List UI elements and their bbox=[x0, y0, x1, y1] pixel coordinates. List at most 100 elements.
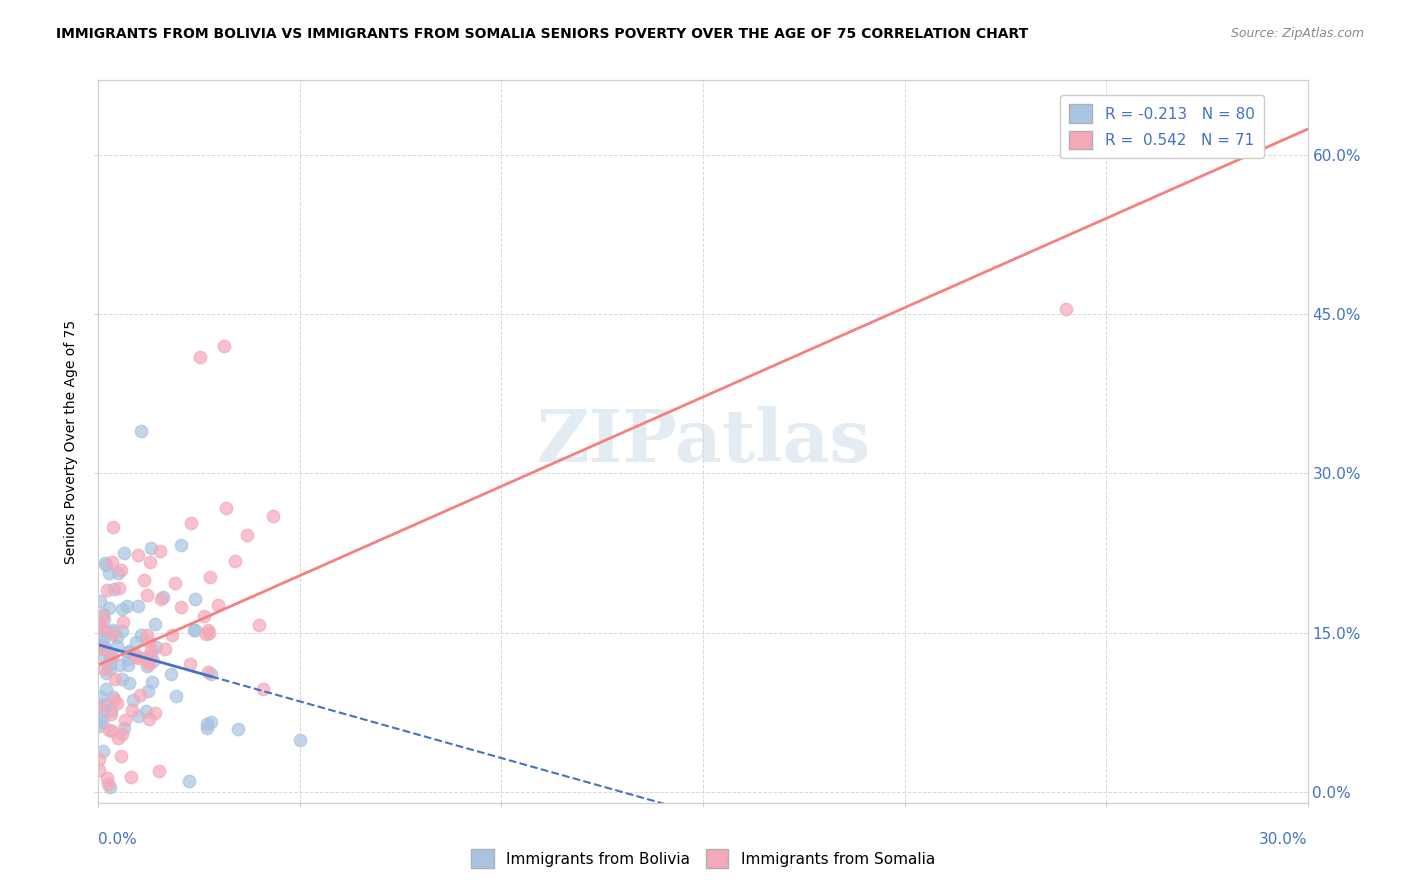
Point bbox=[138, 635, 160, 649]
Point bbox=[200, 667, 222, 681]
Point bbox=[89, 698, 111, 713]
Text: Source: ZipAtlas.com: Source: ZipAtlas.com bbox=[1230, 27, 1364, 40]
Point bbox=[91, 744, 114, 758]
Point bbox=[100, 704, 122, 718]
Point bbox=[120, 770, 142, 784]
Point bbox=[129, 628, 152, 642]
Point bbox=[143, 616, 166, 631]
Point bbox=[110, 749, 132, 764]
Point bbox=[169, 538, 191, 552]
Point bbox=[262, 509, 284, 524]
Text: IMMIGRANTS FROM BOLIVIA VS IMMIGRANTS FROM SOMALIA SENIORS POVERTY OVER THE AGE : IMMIGRANTS FROM BOLIVIA VS IMMIGRANTS FR… bbox=[56, 27, 1029, 41]
Point bbox=[97, 600, 120, 615]
Point bbox=[160, 666, 183, 681]
Point bbox=[90, 690, 112, 704]
Point bbox=[118, 643, 141, 657]
Legend: Immigrants from Bolivia, Immigrants from Somalia: Immigrants from Bolivia, Immigrants from… bbox=[464, 841, 942, 875]
Point bbox=[94, 682, 117, 697]
Point bbox=[145, 640, 167, 654]
Point bbox=[96, 583, 118, 598]
Point bbox=[114, 713, 136, 727]
Point bbox=[139, 648, 162, 663]
Point bbox=[200, 715, 222, 730]
Point bbox=[87, 752, 110, 766]
Point bbox=[94, 556, 117, 570]
Point bbox=[135, 650, 157, 665]
Point bbox=[98, 652, 121, 666]
Point bbox=[101, 555, 124, 569]
Point bbox=[103, 582, 125, 596]
Point bbox=[93, 698, 115, 712]
Point bbox=[100, 707, 122, 722]
Point bbox=[117, 652, 139, 666]
Point bbox=[94, 630, 117, 644]
Point bbox=[93, 611, 115, 625]
Point bbox=[111, 615, 134, 629]
Point bbox=[226, 722, 249, 736]
Point bbox=[224, 554, 246, 568]
Point bbox=[97, 723, 120, 738]
Point bbox=[142, 654, 165, 668]
Point bbox=[198, 570, 221, 584]
Point bbox=[121, 703, 143, 717]
Point bbox=[98, 662, 121, 676]
Point bbox=[215, 500, 238, 515]
Point bbox=[91, 641, 114, 656]
Point bbox=[108, 581, 131, 595]
Y-axis label: Seniors Poverty Over the Age of 75: Seniors Poverty Over the Age of 75 bbox=[65, 319, 79, 564]
Point bbox=[112, 546, 135, 560]
Point bbox=[247, 618, 270, 632]
Point bbox=[193, 609, 215, 624]
Point bbox=[101, 690, 124, 705]
Point bbox=[150, 591, 173, 606]
Point bbox=[107, 731, 129, 745]
Point bbox=[100, 649, 122, 664]
Point bbox=[183, 623, 205, 637]
Point bbox=[188, 350, 211, 364]
Point bbox=[122, 693, 145, 707]
Point bbox=[111, 624, 134, 639]
Point bbox=[124, 647, 146, 661]
Point bbox=[135, 704, 157, 718]
Point bbox=[135, 588, 157, 602]
Point bbox=[112, 721, 135, 735]
Point bbox=[129, 424, 152, 438]
Point bbox=[89, 712, 111, 726]
Point bbox=[94, 640, 117, 655]
Point bbox=[117, 657, 139, 672]
Point bbox=[197, 665, 219, 680]
Point bbox=[101, 624, 124, 638]
Point bbox=[111, 727, 134, 741]
Point bbox=[127, 548, 149, 562]
Point bbox=[93, 702, 115, 716]
Point bbox=[107, 696, 129, 710]
Point bbox=[97, 777, 120, 791]
Point bbox=[104, 672, 127, 686]
Point bbox=[128, 651, 150, 665]
Point bbox=[105, 630, 128, 644]
Point bbox=[89, 763, 111, 777]
Point bbox=[180, 516, 202, 530]
Point bbox=[138, 712, 160, 726]
Point bbox=[89, 594, 111, 608]
Point bbox=[91, 609, 114, 624]
Point bbox=[152, 590, 174, 604]
Text: 30.0%: 30.0% bbox=[1260, 831, 1308, 847]
Point bbox=[94, 623, 117, 637]
Point bbox=[110, 657, 132, 672]
Point bbox=[98, 780, 121, 795]
Point bbox=[139, 541, 162, 555]
Point bbox=[132, 573, 155, 587]
Point bbox=[184, 592, 207, 607]
Point bbox=[169, 599, 191, 614]
Point bbox=[129, 688, 152, 702]
Point bbox=[111, 602, 134, 616]
Point bbox=[143, 706, 166, 721]
Point bbox=[117, 599, 139, 614]
Point bbox=[96, 771, 118, 785]
Point bbox=[149, 543, 172, 558]
Point bbox=[98, 566, 121, 580]
Point bbox=[127, 599, 149, 613]
Point bbox=[165, 690, 187, 704]
Point bbox=[89, 619, 111, 633]
